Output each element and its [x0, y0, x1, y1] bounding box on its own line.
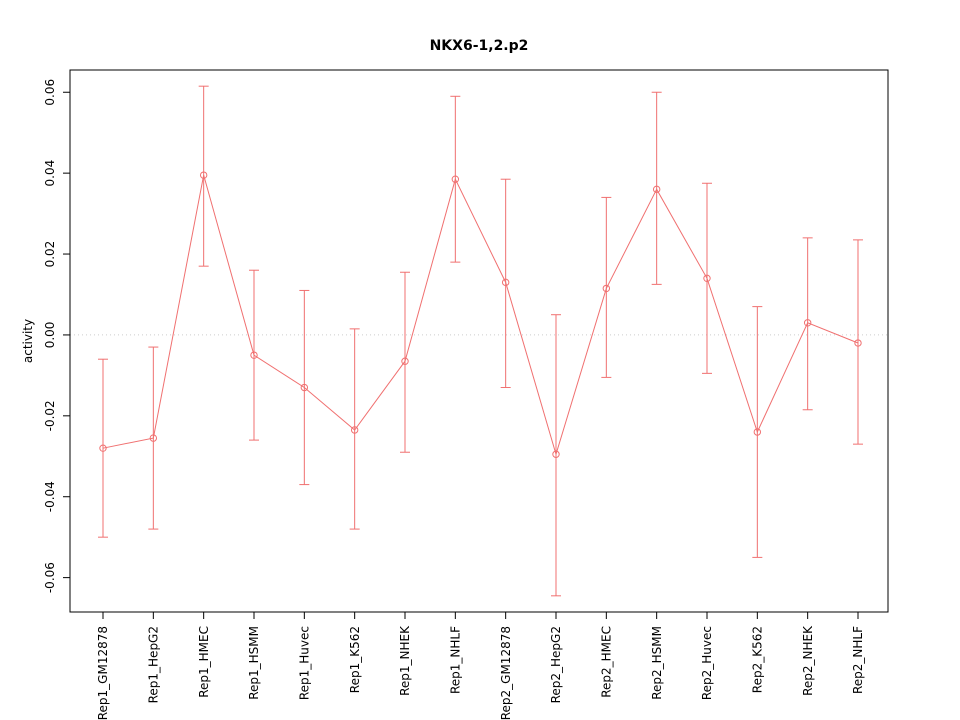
- x-tick-label: Rep1_NHLF: [449, 626, 463, 694]
- data-point: [250, 351, 258, 359]
- x-tick-label: Rep1_K562: [348, 626, 362, 693]
- data-point: [401, 357, 409, 365]
- data-point: [501, 278, 510, 287]
- y-tick-label: 0.00: [43, 322, 57, 349]
- data-point: [552, 450, 560, 458]
- x-tick-label: Rep1_Huvec: [298, 626, 312, 700]
- data-point: [703, 274, 711, 283]
- x-tick-label: Rep2_HepG2: [549, 626, 563, 703]
- data-point: [602, 284, 611, 293]
- chart-title: NKX6-1,2.p2: [429, 38, 529, 54]
- x-tick-label: Rep1_GM12878: [96, 626, 110, 720]
- y-axis-label: activity: [21, 318, 35, 364]
- x-tick-label: Rep2_K562: [751, 626, 765, 693]
- data-point: [99, 444, 107, 452]
- x-tick-label: Rep1_HMEC: [197, 626, 211, 698]
- y-tick-label: -0.06: [43, 562, 57, 593]
- x-tick-label: Rep2_NHEK: [801, 625, 815, 696]
- data-point: [753, 428, 762, 436]
- data-point: [350, 426, 359, 434]
- x-tick-label: Rep2_GM12878: [499, 626, 513, 720]
- x-tick-label: Rep1_HepG2: [147, 626, 161, 703]
- data-point: [652, 185, 661, 194]
- x-tick-label: Rep2_HMEC: [600, 626, 614, 698]
- data-point: [149, 434, 158, 442]
- data-point: [300, 383, 309, 392]
- plot-border: [69, 69, 889, 613]
- y-tick-label: -0.02: [43, 400, 57, 431]
- x-tick-label: Rep1_HSMM: [247, 626, 261, 700]
- y-tick-label: 0.02: [43, 241, 57, 268]
- y-tick-label: 0.04: [43, 160, 57, 187]
- x-tick-label: Rep2_HSMM: [650, 626, 664, 700]
- data-point: [199, 171, 208, 179]
- x-tick-label: Rep1_NHEK: [398, 625, 412, 696]
- data-point: [451, 175, 460, 183]
- data-point: [803, 319, 812, 327]
- y-tick-label: 0.06: [43, 79, 57, 106]
- y-tick-label: -0.04: [43, 481, 57, 512]
- series-line: [102, 175, 859, 457]
- x-tick-label: Rep2_Huvec: [700, 626, 714, 700]
- data-point: [854, 339, 862, 347]
- x-tick-label: Rep2_NHLF: [851, 626, 865, 694]
